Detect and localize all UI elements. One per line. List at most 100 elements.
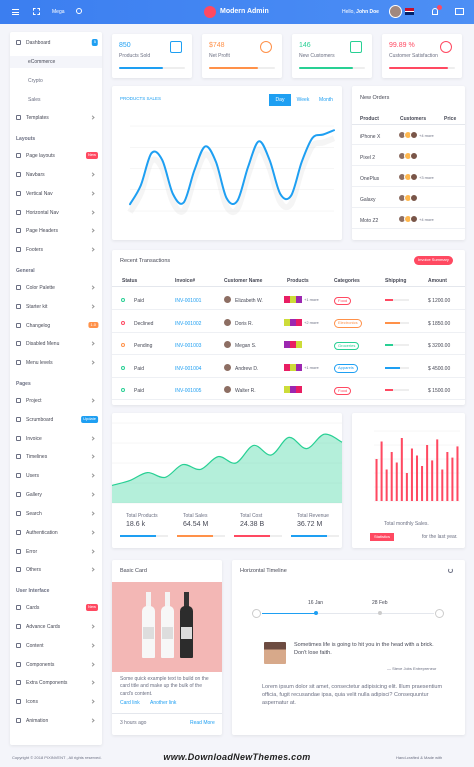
menu-item[interactable]: Timelines (26, 454, 48, 461)
chevron (90, 511, 95, 516)
product-thumb (296, 318, 302, 326)
menu-item[interactable]: Content (26, 642, 44, 649)
invoice-link[interactable]: INV-001002 (175, 320, 202, 327)
menu-icon (16, 605, 21, 611)
product-thumb (296, 386, 302, 393)
submenu-item[interactable]: Sales (28, 96, 41, 103)
invoice-link[interactable]: INV-001005 (175, 388, 202, 394)
stat-label: New Customers (299, 53, 335, 59)
product-thumb (290, 363, 296, 371)
amount: $ 1850.00 (428, 320, 451, 327)
read-more[interactable]: Read More (190, 720, 215, 726)
menu-item[interactable]: Starter kit (26, 303, 48, 310)
chevron (90, 662, 95, 667)
menu-item[interactable]: Dashboard (26, 40, 51, 46)
menu-item[interactable]: Menu levels (26, 360, 53, 367)
shipping-bar (385, 344, 393, 346)
chevron (90, 398, 95, 403)
menu-item[interactable]: Users (26, 473, 40, 480)
next-arrow[interactable] (435, 609, 444, 618)
chart-tab[interactable]: Week (296, 97, 310, 103)
timeline-date[interactable]: 16 Jan (308, 600, 324, 606)
menu-item[interactable]: Project (26, 397, 42, 404)
prev-arrow[interactable] (252, 609, 261, 618)
customer: Doris R. (235, 320, 254, 327)
menu-item[interactable]: Color Palette (26, 284, 55, 291)
chart-tab[interactable]: Month (319, 97, 333, 103)
chevron (90, 548, 95, 554)
card-link[interactable]: Another link (150, 700, 177, 706)
status: Paid (134, 298, 145, 304)
mega-menu[interactable]: Mega (52, 9, 65, 15)
search-icon[interactable] (76, 8, 82, 14)
menu-item[interactable]: Gallery (26, 492, 42, 499)
menu-item[interactable]: Changelog (26, 322, 51, 329)
menu-item[interactable]: Animation (26, 718, 49, 725)
menu-item[interactable]: Components (26, 661, 55, 668)
column-header: Amount (428, 278, 447, 284)
refresh-icon[interactable] (448, 568, 453, 573)
menu-item[interactable]: Page Headers (26, 228, 58, 235)
invoice-button[interactable]: Invoice Summary (414, 256, 453, 265)
menu-item[interactable]: Vertical Nav (26, 190, 53, 197)
row-rule (112, 399, 465, 400)
bottle-label (143, 627, 154, 639)
card-text: Some quick example text to build on the … (120, 676, 209, 697)
timeline-track (262, 613, 434, 614)
menu-item[interactable]: Advance Cards (26, 623, 61, 630)
row-rule (112, 331, 465, 332)
stat-card: $748 Net Profit (202, 34, 282, 78)
stat-label: Products Sold (119, 53, 151, 59)
card-title: Recent Transactions (120, 258, 171, 264)
menu-item[interactable]: Invoice (26, 435, 42, 442)
timeline-date[interactable]: 28 Feb (372, 600, 388, 606)
submenu-item[interactable]: eCommerce (28, 58, 56, 65)
menu-item[interactable]: Disabled Menu (26, 341, 60, 348)
bar (405, 473, 408, 501)
menu-item[interactable]: Search (26, 510, 42, 517)
menu-item[interactable]: Page layouts (26, 153, 55, 160)
user-name[interactable]: John Doe (354, 9, 379, 15)
menu-item[interactable]: Templates (26, 115, 49, 122)
menu-item[interactable]: Horizontal Nav (26, 209, 59, 216)
bar (380, 441, 383, 501)
menu-item[interactable]: Cards (26, 605, 40, 612)
invoice-link[interactable]: INV-001003 (175, 343, 202, 349)
stat-value: 99.89 % (389, 42, 415, 49)
card-link[interactable]: Card link (120, 700, 140, 706)
menu-item[interactable]: Others (26, 567, 42, 574)
column-header: Products (287, 278, 309, 284)
menu-icon (16, 360, 21, 366)
flag[interactable] (405, 8, 414, 15)
menu-item[interactable]: Scrumboard (26, 416, 54, 423)
menu-item[interactable]: Authentication (26, 529, 58, 536)
bell[interactable] (432, 8, 438, 15)
mail[interactable] (455, 8, 464, 15)
menu-item[interactable]: Icons (26, 699, 38, 706)
chevron (90, 115, 95, 120)
invoice-link[interactable]: INV-001004 (175, 365, 202, 372)
chart-tab[interactable]: Day (269, 94, 291, 106)
submenu-item[interactable]: Crypto (28, 77, 43, 84)
statistics-button[interactable]: Statistics (370, 533, 395, 541)
invoice-link[interactable]: INV-001001 (175, 298, 202, 304)
menu-badge: New (85, 152, 98, 159)
sidebar: Dashboard 5 eCommerce Crypto Sales Templates L… (10, 32, 102, 745)
status-dot (121, 343, 125, 347)
chevron (90, 680, 95, 686)
menu-item[interactable]: Navbars (26, 171, 45, 178)
card-title: New Orders (360, 95, 390, 101)
column-header: Status (122, 278, 138, 284)
area-fill (112, 434, 342, 503)
chart-title: PRODUCTS SALES (120, 96, 162, 101)
stat-card: 99.89 % Customer Satisfaction (382, 34, 462, 78)
expand-icon[interactable] (33, 8, 40, 15)
menu-item[interactable]: Extra Components (26, 680, 68, 687)
menu-item[interactable]: Footers (26, 247, 43, 254)
timeline-text: Lorem ipsum dolor sit amet, consectetur … (262, 684, 443, 706)
menu-item[interactable]: Error (26, 548, 38, 555)
chevron (90, 473, 95, 478)
menu-toggle[interactable] (12, 9, 19, 15)
chevron (90, 567, 95, 573)
chevron (90, 643, 95, 648)
